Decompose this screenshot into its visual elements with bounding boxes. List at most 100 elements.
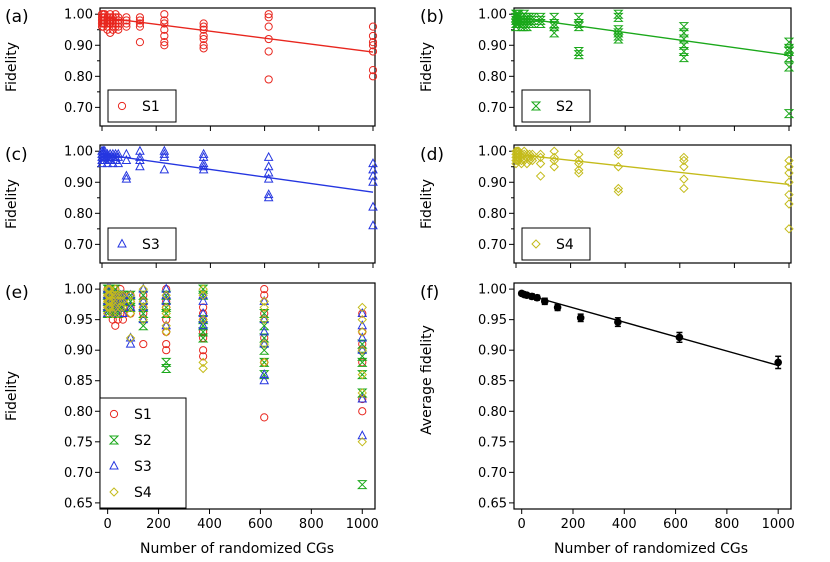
point-4-S4-26 (118, 290, 128, 300)
point-4-S3-33 (138, 283, 149, 293)
point-2-S3-22 (108, 158, 118, 168)
point-4-S3-57 (357, 430, 368, 440)
point-0-S1-67 (368, 22, 378, 31)
point-4-S4-36 (138, 314, 148, 325)
point-1-S2-41 (573, 50, 584, 60)
point-4-S4-46 (198, 363, 208, 374)
point-0-S1-65 (264, 47, 273, 56)
point-3-S4-37 (574, 149, 584, 160)
point-2-S3-57 (368, 220, 378, 230)
legend-marker-3-S4 (531, 239, 541, 249)
point-3-S4-34 (549, 152, 559, 163)
point-3-S4-7 (512, 152, 523, 163)
x-tick-label-5-2: 400 (612, 517, 637, 532)
y-tick-label-5-2: 0.75 (478, 435, 507, 450)
y-axis-label-c: Fidelity (4, 179, 20, 229)
legend-label-3-S4: S4 (556, 237, 574, 253)
point-1-S2-59 (783, 109, 795, 119)
point-4-S2-56 (357, 357, 368, 367)
point-4-S3-30 (125, 301, 136, 311)
point-4-S3-41 (198, 289, 208, 299)
point-0-S1-50 (160, 25, 169, 34)
point-2-S3-31 (121, 170, 132, 180)
point-4-S3-45 (198, 320, 208, 330)
point-2-S3-30 (121, 154, 132, 165)
panel-b-frame (513, 7, 792, 127)
point-3-S4-40 (574, 165, 584, 175)
y-tick-label-4-4: 0.85 (64, 374, 93, 389)
point-4-S4-42 (198, 284, 208, 294)
point-4-S2-59 (357, 480, 368, 490)
point-0-S1-47 (160, 10, 169, 19)
panel-label-e: (e) (5, 283, 29, 303)
legend-label-0-S1: S1 (142, 99, 160, 115)
y-tick-label-5-6: 0.95 (478, 313, 507, 328)
point-4-S3-44 (198, 314, 208, 324)
point-2-S3-56 (368, 201, 378, 211)
point-4-S4-38 (161, 302, 171, 313)
point-4-S1-73 (358, 407, 367, 416)
point-1-S2-49 (678, 28, 690, 38)
point-0-S1-48 (160, 16, 169, 25)
point-0-S1-61 (264, 10, 273, 19)
point-2-S3-46 (263, 151, 274, 161)
point-3-S4-33 (549, 146, 559, 156)
point-3-S4-48 (679, 155, 689, 166)
point-0-S1-49 (160, 19, 169, 28)
point-4-S1-46 (139, 339, 148, 349)
point-4-S3-55 (357, 344, 368, 354)
point-4-S2-37 (160, 290, 172, 300)
point-3-S4-36 (549, 162, 559, 172)
point-4-S4-54 (357, 327, 367, 337)
point-1-S2-53 (678, 53, 690, 63)
point-1-S2-47 (613, 34, 624, 44)
point-2-S3-51 (263, 192, 274, 202)
legend-marker-4-S2 (108, 435, 120, 445)
y-tick-label-1-1: 0.80 (478, 70, 507, 85)
point-4-S2-47 (197, 333, 209, 343)
x-tick-label-5-5: 1000 (762, 517, 795, 532)
point-4-S4-39 (161, 308, 171, 319)
panel-e-frame (99, 282, 376, 510)
panel-d-frame (513, 144, 792, 264)
point-0-S1-73 (368, 72, 378, 81)
point-4-S4-37 (161, 290, 171, 300)
y-tick-label-4-0: 0.65 (64, 496, 93, 511)
x-tick-label-4-4: 800 (299, 517, 324, 532)
point-3-S4-54 (784, 168, 794, 178)
point-4-S3-36 (138, 314, 149, 324)
y-tick-label-0-2: 0.90 (64, 39, 93, 54)
y-tick-label-1-2: 0.90 (478, 39, 507, 54)
point-0-S1-36 (114, 22, 123, 31)
point-3-S4-52 (784, 155, 794, 166)
x-tick-label-5-1: 200 (561, 517, 586, 532)
point-0-S1-53 (160, 41, 169, 50)
y-tick-label-4-3: 0.80 (64, 405, 93, 420)
point-4-S1-59 (199, 346, 208, 355)
point-2-S3-44 (198, 161, 209, 171)
legend-label-4-S2: S2 (134, 433, 152, 449)
panel-label-d: (d) (420, 145, 444, 165)
y-axis-label-e: Fidelity (4, 371, 20, 421)
x-tick-label-5-4: 800 (714, 517, 739, 532)
legend-label-4-S4: S4 (134, 485, 152, 501)
point-3-S4-29 (535, 149, 546, 160)
average-point-4 (533, 293, 541, 302)
point-1-S2-56 (783, 46, 795, 56)
point-0-S1-63 (264, 22, 273, 31)
x-tick-label-5-0: 0 (518, 517, 526, 532)
point-4-S3-32 (125, 338, 136, 348)
point-3-S4-51 (679, 183, 689, 194)
y-axis-label-d: Fidelity (419, 179, 435, 229)
point-4-S4-31 (125, 308, 136, 319)
panel-f-frame (513, 282, 792, 510)
point-0-S1-57 (199, 31, 208, 41)
legend-marker-4-S4 (109, 487, 119, 497)
y-tick-label-2-0: 0.70 (64, 238, 93, 253)
point-0-S1-69 (368, 38, 378, 47)
point-2-S3-48 (263, 167, 274, 177)
fit-line-2 (101, 153, 374, 193)
point-1-S2-36 (549, 28, 560, 38)
point-4-S4-33 (138, 284, 148, 294)
point-4-S4-45 (198, 357, 208, 368)
